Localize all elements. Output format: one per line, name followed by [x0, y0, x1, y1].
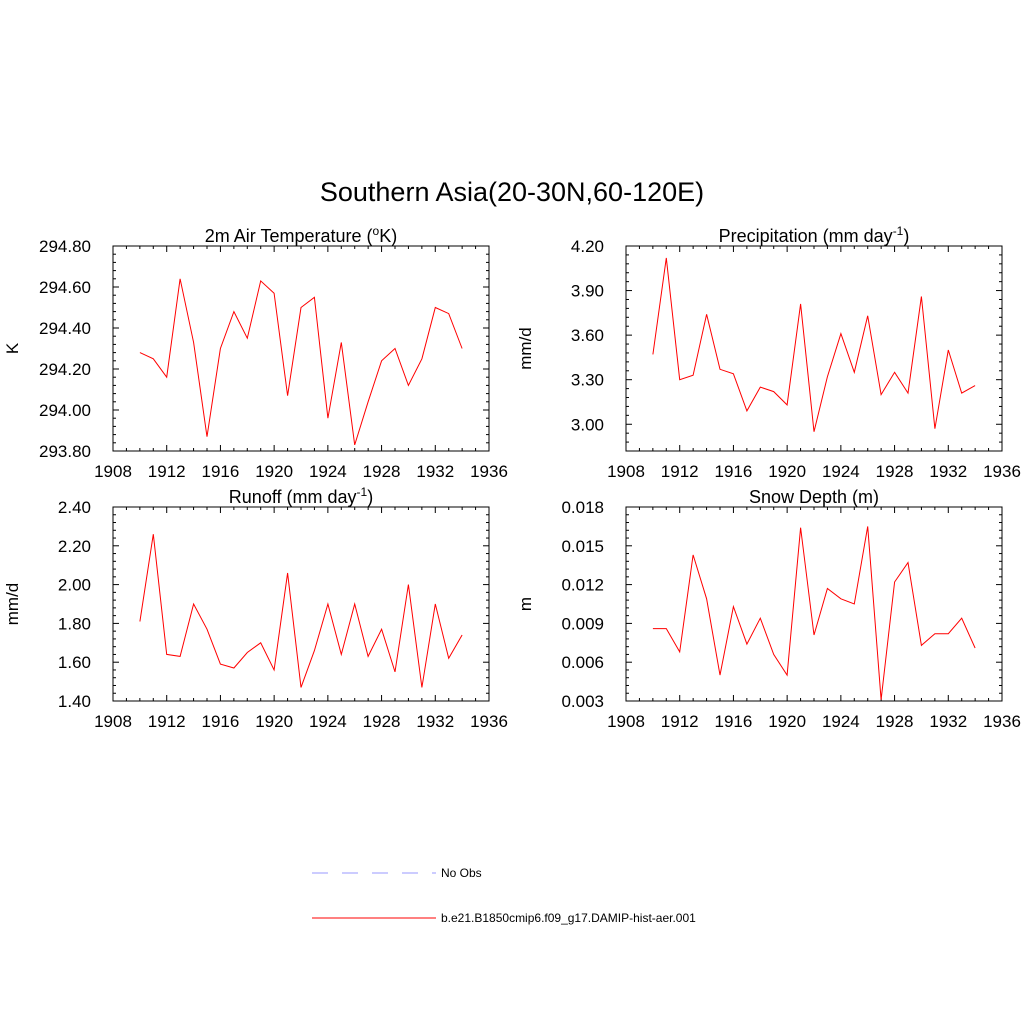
panel-title-main: 2m Air Temperature (	[205, 226, 373, 246]
x-tick-label: 1912	[148, 462, 186, 481]
y-tick-label: 294.80	[39, 237, 91, 256]
panel-title: 2m Air Temperature (oK)	[205, 224, 397, 246]
series-line-1	[652, 526, 976, 700]
y-tick-label: 294.00	[39, 401, 91, 420]
x-tick-label: 1908	[607, 712, 645, 731]
x-tick-label: 1932	[929, 712, 967, 731]
figure-title: Southern Asia(20-30N,60-120E)	[320, 177, 704, 207]
panels: 1908 1912 1916 1920 1924 1928 1932 1936 293.80 29…	[3, 224, 1021, 731]
y-tick-label: 0.003	[561, 692, 604, 711]
series-line-1	[652, 257, 976, 432]
y-tick-label: 3.60	[571, 326, 604, 345]
x-tick-label: 1924	[309, 462, 347, 481]
legend-label: No Obs	[441, 866, 482, 880]
y-tick-label: 0.012	[561, 576, 604, 595]
x-tick-label: 1924	[309, 712, 347, 731]
panel-title: Snow Depth (m)	[749, 487, 879, 507]
legend: No Obs b.e21.B1850cmip6.f09_g17.DAMIP-his…	[312, 866, 696, 925]
x-tick-label: 1916	[202, 462, 240, 481]
y-tick-label: 2.40	[58, 498, 91, 517]
panel-title-superscript: -1	[893, 224, 904, 238]
panel-title: Precipitation (mm day-1)	[719, 224, 910, 246]
y-tick-label: 1.40	[58, 692, 91, 711]
panel-title-tail: )	[903, 226, 909, 246]
panel-1: 1908 1912 1916 1920 1924 1928 1932 1936 293.80 29…	[3, 224, 508, 481]
x-tick-label: 1920	[255, 462, 293, 481]
plot-frame	[112, 506, 490, 702]
x-tick-label: 1928	[876, 712, 914, 731]
panel-title-tail: K)	[379, 226, 397, 246]
y-tick-label: 0.009	[561, 614, 604, 633]
y-tick-label: 1.60	[58, 653, 91, 672]
y-tick-label: 294.40	[39, 319, 91, 338]
y-tick-label: 3.00	[571, 415, 604, 434]
y-tick-label: 0.006	[561, 653, 604, 672]
panel-title-superscript: -1	[357, 485, 368, 499]
y-axis-label: mm/d	[3, 583, 22, 626]
y-tick-label: 3.90	[571, 282, 604, 301]
x-tick-label: 1924	[822, 462, 860, 481]
x-tick-label: 1932	[929, 462, 967, 481]
legend-label: b.e21.B1850cmip6.f09_g17.DAMIP-hist-aer.…	[441, 911, 696, 925]
x-tick-label: 1916	[715, 712, 753, 731]
x-tick-label: 1920	[768, 712, 806, 731]
y-tick-label: 294.20	[39, 360, 91, 379]
x-tick-label: 1932	[416, 462, 454, 481]
x-tick-label: 1924	[822, 712, 860, 731]
series-line-1	[139, 278, 463, 446]
x-tick-label: 1936	[983, 712, 1021, 731]
x-tick-label: 1920	[255, 712, 293, 731]
x-tick-label: 1908	[607, 462, 645, 481]
y-tick-label: 0.015	[561, 537, 604, 556]
x-tick-label: 1928	[876, 462, 914, 481]
panel-title: Runoff (mm day-1)	[229, 485, 373, 507]
x-tick-label: 1916	[715, 462, 753, 481]
plot-frame	[625, 506, 1003, 702]
x-tick-label: 1936	[983, 462, 1021, 481]
x-tick-label: 1912	[148, 712, 186, 731]
x-tick-label: 1916	[202, 712, 240, 731]
x-tick-label: 1912	[661, 462, 699, 481]
panel-3: 1908 1912 1916 1920 1924 1928 1932 1936 1.40 1.60…	[3, 485, 508, 731]
x-tick-label: 1928	[363, 712, 401, 731]
x-tick-label: 1932	[416, 712, 454, 731]
y-axis-label: K	[3, 342, 22, 354]
y-axis-label: m	[516, 597, 535, 611]
y-tick-label: 0.018	[561, 498, 604, 517]
x-tick-label: 1936	[470, 712, 508, 731]
y-tick-label: 4.20	[571, 237, 604, 256]
x-tick-label: 1928	[363, 462, 401, 481]
panel-4: 1908 1912 1916 1920 1924 1928 1932 1936 0.003 0.0…	[516, 487, 1021, 731]
x-tick-label: 1908	[94, 462, 132, 481]
x-tick-label: 1936	[470, 462, 508, 481]
x-tick-label: 1920	[768, 462, 806, 481]
panel-title-superscript: o	[373, 224, 380, 238]
panel-title-main: Runoff (mm day	[229, 487, 357, 507]
series-line-1	[139, 534, 463, 688]
y-tick-label: 2.20	[58, 537, 91, 556]
panel-title-tail: )	[367, 487, 373, 507]
x-tick-label: 1908	[94, 712, 132, 731]
y-tick-label: 3.30	[571, 371, 604, 390]
y-tick-label: 1.80	[58, 614, 91, 633]
plot-frame	[625, 245, 1003, 452]
panel-title-main: Precipitation (mm day	[719, 226, 893, 246]
panel-2: 1908 1912 1916 1920 1924 1928 1932 1936 3.00 3.30…	[516, 224, 1021, 481]
panel-title-main: Snow Depth (m)	[749, 487, 879, 507]
y-tick-label: 293.80	[39, 442, 91, 461]
y-tick-label: 2.00	[58, 576, 91, 595]
plot-frame	[112, 245, 490, 452]
y-tick-label: 294.60	[39, 278, 91, 297]
y-axis-label: mm/d	[516, 327, 535, 370]
x-tick-label: 1912	[661, 712, 699, 731]
